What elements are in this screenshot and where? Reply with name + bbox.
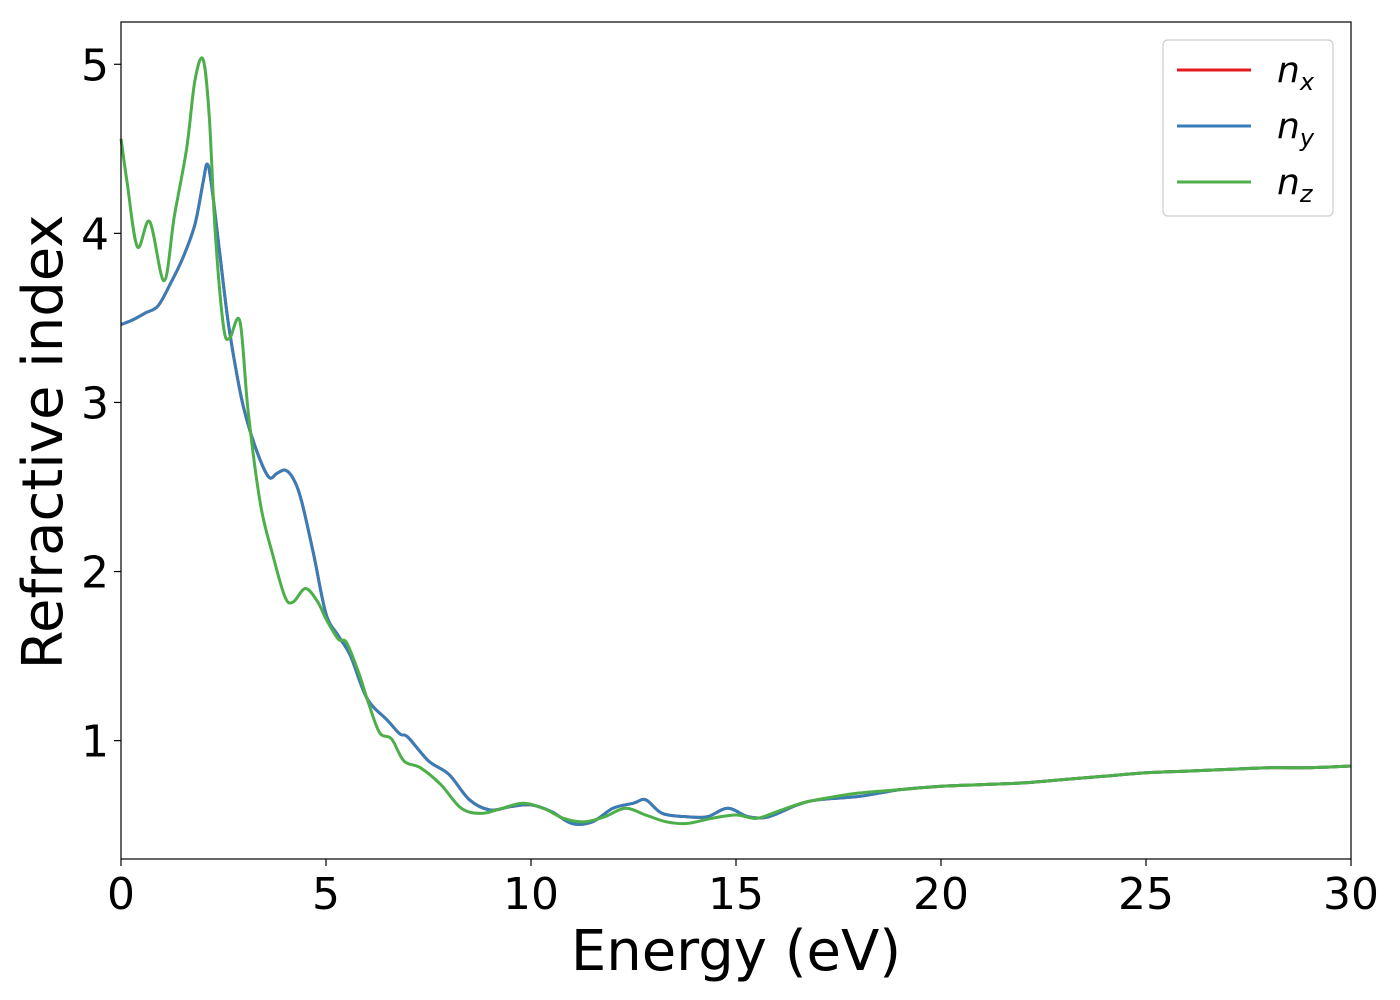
x-tick-label: 0 [107, 869, 135, 920]
legend-label-x: nx [1277, 50, 1315, 96]
x-tick-label: 10 [503, 869, 559, 920]
legend-label-base: n [1277, 50, 1300, 91]
x-axis-ticks: 0 5 10 15 20 25 30 [107, 859, 1379, 920]
series-line-z [119, 56, 1352, 826]
y-tick-label: 5 [81, 40, 109, 91]
x-tick-label: 15 [708, 869, 764, 920]
series-line-x [120, 162, 1352, 826]
y-tick-label: 2 [81, 548, 109, 599]
x-tick-label: 25 [1118, 869, 1174, 920]
x-tick-label: 5 [312, 869, 340, 920]
x-tick-label: 20 [913, 869, 969, 920]
legend-label-subscript: z [1299, 180, 1314, 208]
legend-label-y: ny [1277, 106, 1315, 152]
series-line-y [120, 162, 1352, 826]
legend-label-base: n [1277, 162, 1300, 203]
x-axis-title: Energy (eV) [571, 919, 901, 984]
legend-label-base: n [1277, 106, 1300, 147]
x-tick-label: 30 [1323, 869, 1379, 920]
series-layer [119, 56, 1352, 826]
y-tick-label: 4 [81, 209, 109, 260]
y-tick-label: 3 [81, 378, 109, 429]
y-tick-label: 1 [81, 717, 109, 768]
legend-box [1162, 39, 1334, 217]
y-axis-title: Refractive index [11, 215, 76, 670]
legend-label-subscript: x [1299, 68, 1315, 96]
legend-label-z: nz [1277, 162, 1314, 208]
y-axis-ticks: 1 2 3 4 5 [81, 40, 121, 768]
legend-label-subscript: y [1299, 124, 1315, 152]
